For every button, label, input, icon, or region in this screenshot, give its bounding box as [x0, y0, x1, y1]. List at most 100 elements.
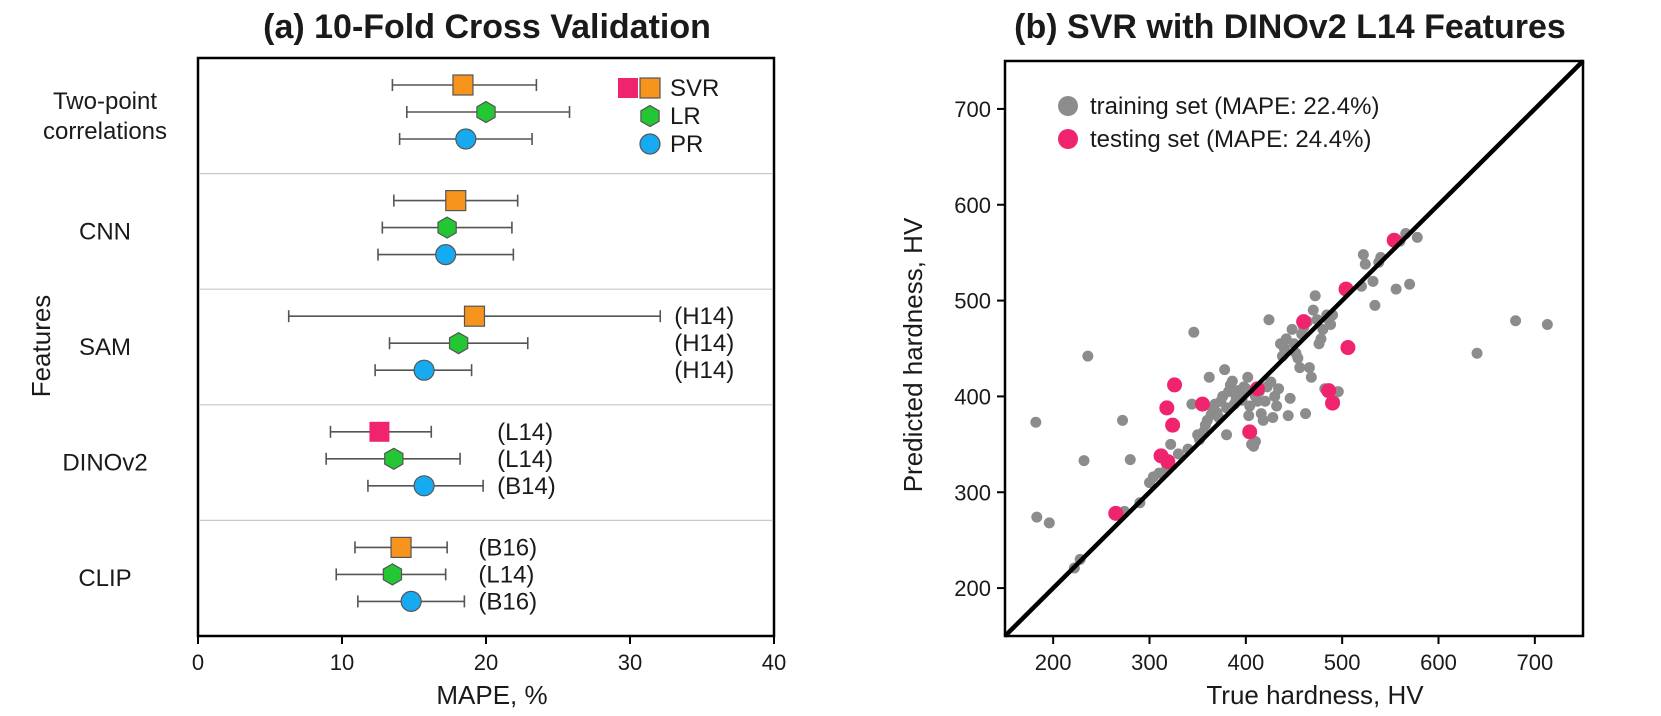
test-point — [1165, 417, 1181, 433]
legend-label: LR — [670, 103, 701, 130]
train-point — [1251, 395, 1263, 407]
panel-a: MAPE, % Features 0 10 20 30 40 Two-point corre… — [26, 56, 786, 710]
panel-b-title: (b) SVR with DINOv2 L14 Features — [1014, 8, 1566, 46]
train-point — [1226, 375, 1238, 387]
train-point — [1411, 231, 1423, 243]
legend-marker-test — [1058, 129, 1078, 149]
train-point — [1263, 314, 1275, 326]
group-label: DINOv2 — [62, 450, 147, 477]
variant-note: (B16) — [478, 588, 537, 615]
train-point — [1242, 371, 1254, 383]
panel-b-xlabel: True hardness, HV — [1206, 680, 1424, 710]
variant-note: (B16) — [478, 534, 537, 561]
train-point — [1219, 364, 1231, 376]
train-point — [1030, 416, 1042, 428]
test-point — [1242, 424, 1258, 440]
x-tick-label: 10 — [330, 650, 354, 675]
panel-b: True hardness, HV Predicted hardness, HV… — [898, 59, 1585, 710]
x-tick-label: 400 — [1227, 650, 1264, 675]
train-point — [1541, 319, 1553, 331]
train-point — [1315, 333, 1327, 345]
train-point — [1243, 410, 1255, 422]
train-point — [1267, 412, 1279, 423]
x-tick-label: 200 — [1035, 650, 1072, 675]
train-point — [1117, 414, 1129, 426]
train-point — [1357, 249, 1369, 261]
point-svr — [369, 421, 390, 442]
variant-note: (H14) — [674, 330, 734, 357]
test-point — [1249, 381, 1265, 397]
train-point — [1286, 323, 1298, 335]
train-point — [1390, 283, 1402, 295]
train-point — [1259, 395, 1271, 407]
test-point — [1194, 396, 1210, 412]
panel-b-ylabel: Predicted hardness, HV — [898, 217, 928, 492]
train-point — [1172, 448, 1184, 460]
group-label: CNN — [79, 218, 131, 245]
train-point — [1221, 429, 1233, 441]
legend-marker-lr — [640, 104, 660, 128]
train-point — [1278, 343, 1290, 354]
point-pr — [413, 359, 435, 381]
variant-note: (H14) — [674, 357, 734, 384]
legend-marker-svr — [639, 77, 661, 99]
legend-marker-svr-highlight — [618, 78, 638, 98]
train-point — [1188, 326, 1200, 338]
test-point — [1159, 400, 1175, 416]
variant-note: (B14) — [497, 473, 556, 500]
test-point — [1325, 395, 1341, 411]
x-tick-label: 700 — [1516, 650, 1553, 675]
y-tick-label: 600 — [954, 193, 991, 218]
y-tick-label: 400 — [954, 384, 991, 409]
x-tick-label: 300 — [1131, 650, 1168, 675]
x-tick-label: 20 — [474, 650, 498, 675]
train-point — [1325, 319, 1337, 331]
train-point — [1300, 408, 1312, 420]
train-point — [1031, 511, 1043, 523]
test-point — [1167, 377, 1183, 393]
point-pr — [455, 128, 477, 150]
train-point — [1294, 362, 1306, 374]
point-svr — [463, 305, 486, 327]
point-svr — [390, 536, 412, 559]
train-point — [1078, 455, 1090, 467]
point-pr — [435, 244, 457, 266]
group-label: SAM — [79, 334, 131, 361]
variant-note: (L14) — [497, 419, 553, 446]
point-lr — [382, 563, 403, 586]
test-point — [1340, 340, 1356, 356]
y-tick-label: 500 — [954, 289, 991, 314]
test-point — [1296, 314, 1312, 330]
train-point — [1082, 350, 1094, 362]
y-tick-label: 200 — [954, 576, 991, 601]
panel-a-title: (a) 10-Fold Cross Validation — [263, 8, 711, 46]
train-point — [1043, 517, 1055, 529]
point-svr — [445, 190, 467, 212]
panel-b-frame — [1003, 59, 1585, 638]
y-tick-label: 300 — [954, 480, 991, 505]
variant-note: (L14) — [497, 446, 553, 473]
train-point — [1271, 400, 1283, 412]
train-point — [1292, 352, 1304, 364]
train-point — [1359, 258, 1371, 270]
x-tick-label: 40 — [762, 650, 786, 675]
train-point — [1367, 275, 1379, 287]
train-point — [1284, 392, 1296, 404]
point-lr — [437, 216, 457, 239]
train-point — [1404, 278, 1416, 290]
point-pr — [400, 590, 422, 613]
point-pr — [413, 475, 435, 497]
x-tick-label: 0 — [192, 650, 204, 675]
train-point — [1124, 454, 1136, 466]
train-point — [1510, 315, 1522, 327]
train-point — [1309, 290, 1321, 302]
legend-label: training set (MAPE: 22.4%) — [1090, 93, 1379, 120]
legend-label: PR — [670, 131, 703, 158]
point-svr — [452, 74, 474, 96]
train-point — [1369, 299, 1381, 311]
train-point — [1305, 371, 1317, 383]
train-point — [1307, 304, 1319, 316]
panel-a-xlabel: MAPE, % — [436, 680, 547, 710]
x-tick-label: 500 — [1324, 650, 1361, 675]
